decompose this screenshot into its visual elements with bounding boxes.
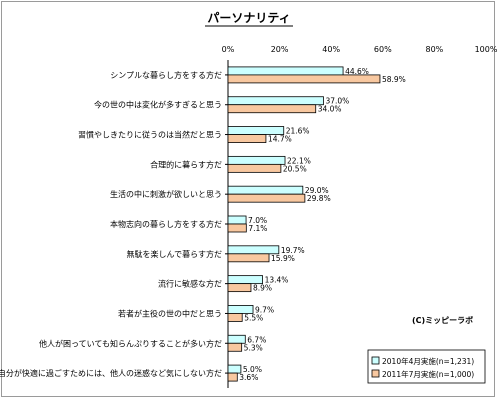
data-label: 15.9% <box>271 254 295 263</box>
category-label: 他人が困っていても知らんぷりすることが多い方だ <box>39 338 222 348</box>
data-label: 19.7% <box>281 246 305 255</box>
bar-2011 <box>227 163 282 173</box>
data-label: 37.0% <box>325 97 349 106</box>
x-tick-label: 20% <box>271 45 289 54</box>
category-label: 若者が主役の世の中だと思う <box>118 308 222 318</box>
data-label: 29.8% <box>307 194 331 203</box>
x-tick-label: 80% <box>426 45 444 54</box>
copyright-credit: (C)ミッピーラボ <box>412 315 473 325</box>
chart-title: パーソナリティ <box>207 11 290 25</box>
data-label: 13.4% <box>265 276 289 285</box>
data-label: 6.7% <box>247 335 266 344</box>
bar-2011 <box>227 342 243 352</box>
data-label: 7.1% <box>248 224 267 233</box>
bar-2010 <box>227 364 242 374</box>
data-label: 58.9% <box>382 75 406 84</box>
bar-2010 <box>227 96 324 106</box>
bar-2011 <box>227 372 238 382</box>
category-label: 無駄を楽しんで暮らす方だ <box>127 249 222 259</box>
category-label: シンプルな暮らし方をする方だ <box>110 70 222 80</box>
category-label: 今の世の中は変化が多すぎると思う <box>94 100 222 110</box>
data-label: 5.3% <box>244 343 263 352</box>
bar-2010 <box>227 66 344 76</box>
category-label: 生活の中に刺激が欲しいと思う <box>110 189 222 199</box>
x-axis-ticks: 0% 20% 40% 60% 80% 100% <box>222 45 498 54</box>
bar-2010 <box>227 126 285 135</box>
category-label: 自分が快適に過ごすためには、他人の迷惑など気にしない方だ <box>0 368 222 378</box>
bar-2010 <box>227 155 286 165</box>
bar-2010 <box>227 275 263 285</box>
legend-label: 2010年4月実施(n=1,231) <box>382 356 474 366</box>
category-label: 習慣やしきたりに従うのは当然だと思う <box>78 130 222 140</box>
plot-area: シンプルな暮らし方をする方だ 44.6% 58.9% 今の世の中は変化が多すぎると思う… <box>0 60 406 388</box>
data-label: 21.6% <box>286 127 310 136</box>
bar-2011 <box>227 223 247 233</box>
bar-2011 <box>227 193 306 203</box>
data-label: 14.7% <box>268 135 292 144</box>
category-label: 流行に敏感な方だ <box>158 279 222 289</box>
data-label: 8.9% <box>253 284 272 293</box>
legend-swatch <box>371 369 380 378</box>
data-label: 29.0% <box>305 186 329 195</box>
bar-2011 <box>227 104 317 114</box>
bar-2011 <box>227 313 243 322</box>
bar-2010 <box>227 185 304 195</box>
data-label: 22.1% <box>287 156 311 165</box>
bar-2010 <box>227 305 254 314</box>
bar-2011 <box>227 253 270 263</box>
category-label: 本物志向の暮らし方をする方だ <box>110 219 222 229</box>
data-label: 3.6% <box>239 373 258 382</box>
bar-2010 <box>227 215 247 225</box>
data-label: 34.0% <box>318 105 342 114</box>
legend-box <box>367 349 486 384</box>
category-label: 合理的に暮らす方だ <box>150 159 222 169</box>
x-tick-label: 100% <box>475 45 498 54</box>
legend: 2010年4月実施(n=1,231) 2011年7月実施(n=1,000) <box>367 349 486 384</box>
bar-2011 <box>227 283 252 293</box>
data-label: 9.7% <box>255 305 274 314</box>
bar-2010 <box>227 334 246 344</box>
data-label: 44.6% <box>345 67 369 76</box>
bar-2011 <box>227 134 267 143</box>
bar-2010 <box>227 245 280 255</box>
x-tick-label: 60% <box>374 45 392 54</box>
data-label: 5.0% <box>243 365 262 374</box>
data-label: 20.5% <box>283 164 307 173</box>
legend-swatch <box>371 356 380 365</box>
x-tick-label: 0% <box>222 45 235 54</box>
x-tick-label: 40% <box>322 45 340 54</box>
data-label: 7.0% <box>248 216 267 225</box>
legend-label: 2011年7月実施(n=1,000) <box>382 369 474 379</box>
data-label: 5.5% <box>244 313 263 322</box>
bar-2011 <box>227 74 381 84</box>
